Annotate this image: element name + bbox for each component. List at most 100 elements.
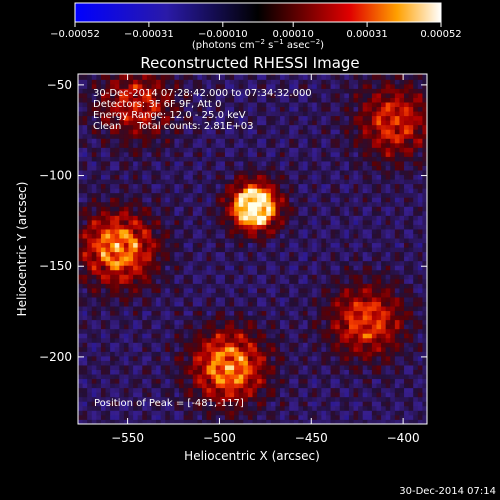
heatmap-cell [137,161,143,166]
heatmap-cell [183,138,189,144]
heatmap-cell [238,88,244,94]
heatmap-cell [307,242,313,248]
heatmap-cell [316,74,322,80]
heatmap-cell [325,179,331,185]
heatmap-cell [128,179,134,185]
heatmap-cell [100,147,106,153]
heatmap-cell [211,147,217,153]
heatmap-cell [224,301,230,307]
heatmap-cell [174,151,180,157]
heatmap-cell [307,192,313,198]
heatmap-cell [261,83,267,89]
heatmap-cell [293,233,299,239]
heatmap-cell [215,174,221,180]
heatmap-cell [197,197,203,203]
heatmap-cell [123,74,129,80]
heatmap-cell [247,165,253,171]
heatmap-cell [303,129,308,135]
heatmap-cell [146,170,152,176]
heatmap-cell [257,229,263,234]
heatmap-cell [146,365,152,370]
heatmap-cell [362,106,368,112]
heatmap-cell [128,142,134,148]
heatmap-cell [270,387,276,393]
heatmap-cell [197,133,203,139]
heatmap-cell [179,401,185,407]
heatmap-cell [133,74,139,80]
heatmap-cell [307,251,313,257]
heatmap-cell [293,97,299,103]
heatmap-cell [137,396,143,402]
heatmap-cell [261,201,267,207]
heatmap-cell [114,414,120,420]
heatmap-cell [362,287,368,293]
heatmap-cell [165,74,171,80]
heatmap-cell [289,365,295,370]
heatmap-cell [234,242,240,248]
heatmap-cell [303,97,308,103]
heatmap-cell [119,260,125,266]
heatmap-cell [146,374,152,380]
heatmap-cell [316,79,322,85]
heatmap-cell [110,151,116,157]
heatmap-cell [298,405,304,411]
heatmap-cell [330,419,336,424]
heatmap-cell [229,238,235,244]
heatmap-cell [82,147,88,153]
heatmap-cell [197,414,203,420]
heatmap-cell [266,79,272,85]
heatmap-cell [362,383,368,389]
heatmap-cell [197,74,203,76]
heatmap-cell [192,265,198,271]
heatmap-cell [142,319,148,325]
heatmap-cell [165,365,171,370]
heatmap-cell [335,147,341,153]
heatmap-cell [362,310,368,316]
heatmap-cell [344,102,350,108]
heatmap-cell [160,297,166,302]
heatmap-cell [339,292,345,298]
heatmap-cell [87,206,93,212]
heatmap-cell [220,301,226,307]
heatmap-cell [197,256,203,262]
heatmap-cell [330,174,336,180]
heatmap-cell [96,256,102,262]
heatmap-cell [316,278,322,284]
heatmap-cell [119,106,125,112]
heatmap-cell [123,297,129,302]
heatmap-cell [82,360,88,366]
heatmap-cell [280,287,286,293]
heatmap-cell [293,147,299,153]
heatmap-cell [133,238,139,244]
heatmap-cell [215,387,221,393]
heatmap-cell [105,206,111,212]
heatmap-cell [284,174,290,180]
heatmap-cell [183,401,189,407]
heatmap-cell [238,283,244,289]
heatmap-cell [128,106,134,112]
heatmap-cell [339,192,345,198]
heatmap-cell [220,365,226,370]
heatmap-cell [220,315,226,321]
heatmap-cell [91,93,97,98]
heatmap-cell [252,319,258,325]
heatmap-cell [270,111,276,117]
heatmap-cell [128,129,134,135]
heatmap-cell [82,292,88,298]
heatmap-cell [156,342,162,348]
heatmap-cell [275,79,281,85]
heatmap-cell [87,170,93,176]
heatmap-cell [119,401,125,407]
heatmap-cell [197,369,203,375]
heatmap-cell [348,210,354,216]
heatmap-cell [257,174,263,180]
heatmap-cell [321,133,327,139]
heatmap-cell [257,74,263,80]
heatmap-cell [96,161,102,166]
heatmap-cell [362,161,368,166]
heatmap-cell [325,229,331,234]
heatmap-cell [169,405,175,411]
heatmap-cell [298,210,304,216]
heatmap-cell [325,333,331,339]
heatmap-cell [174,206,180,212]
